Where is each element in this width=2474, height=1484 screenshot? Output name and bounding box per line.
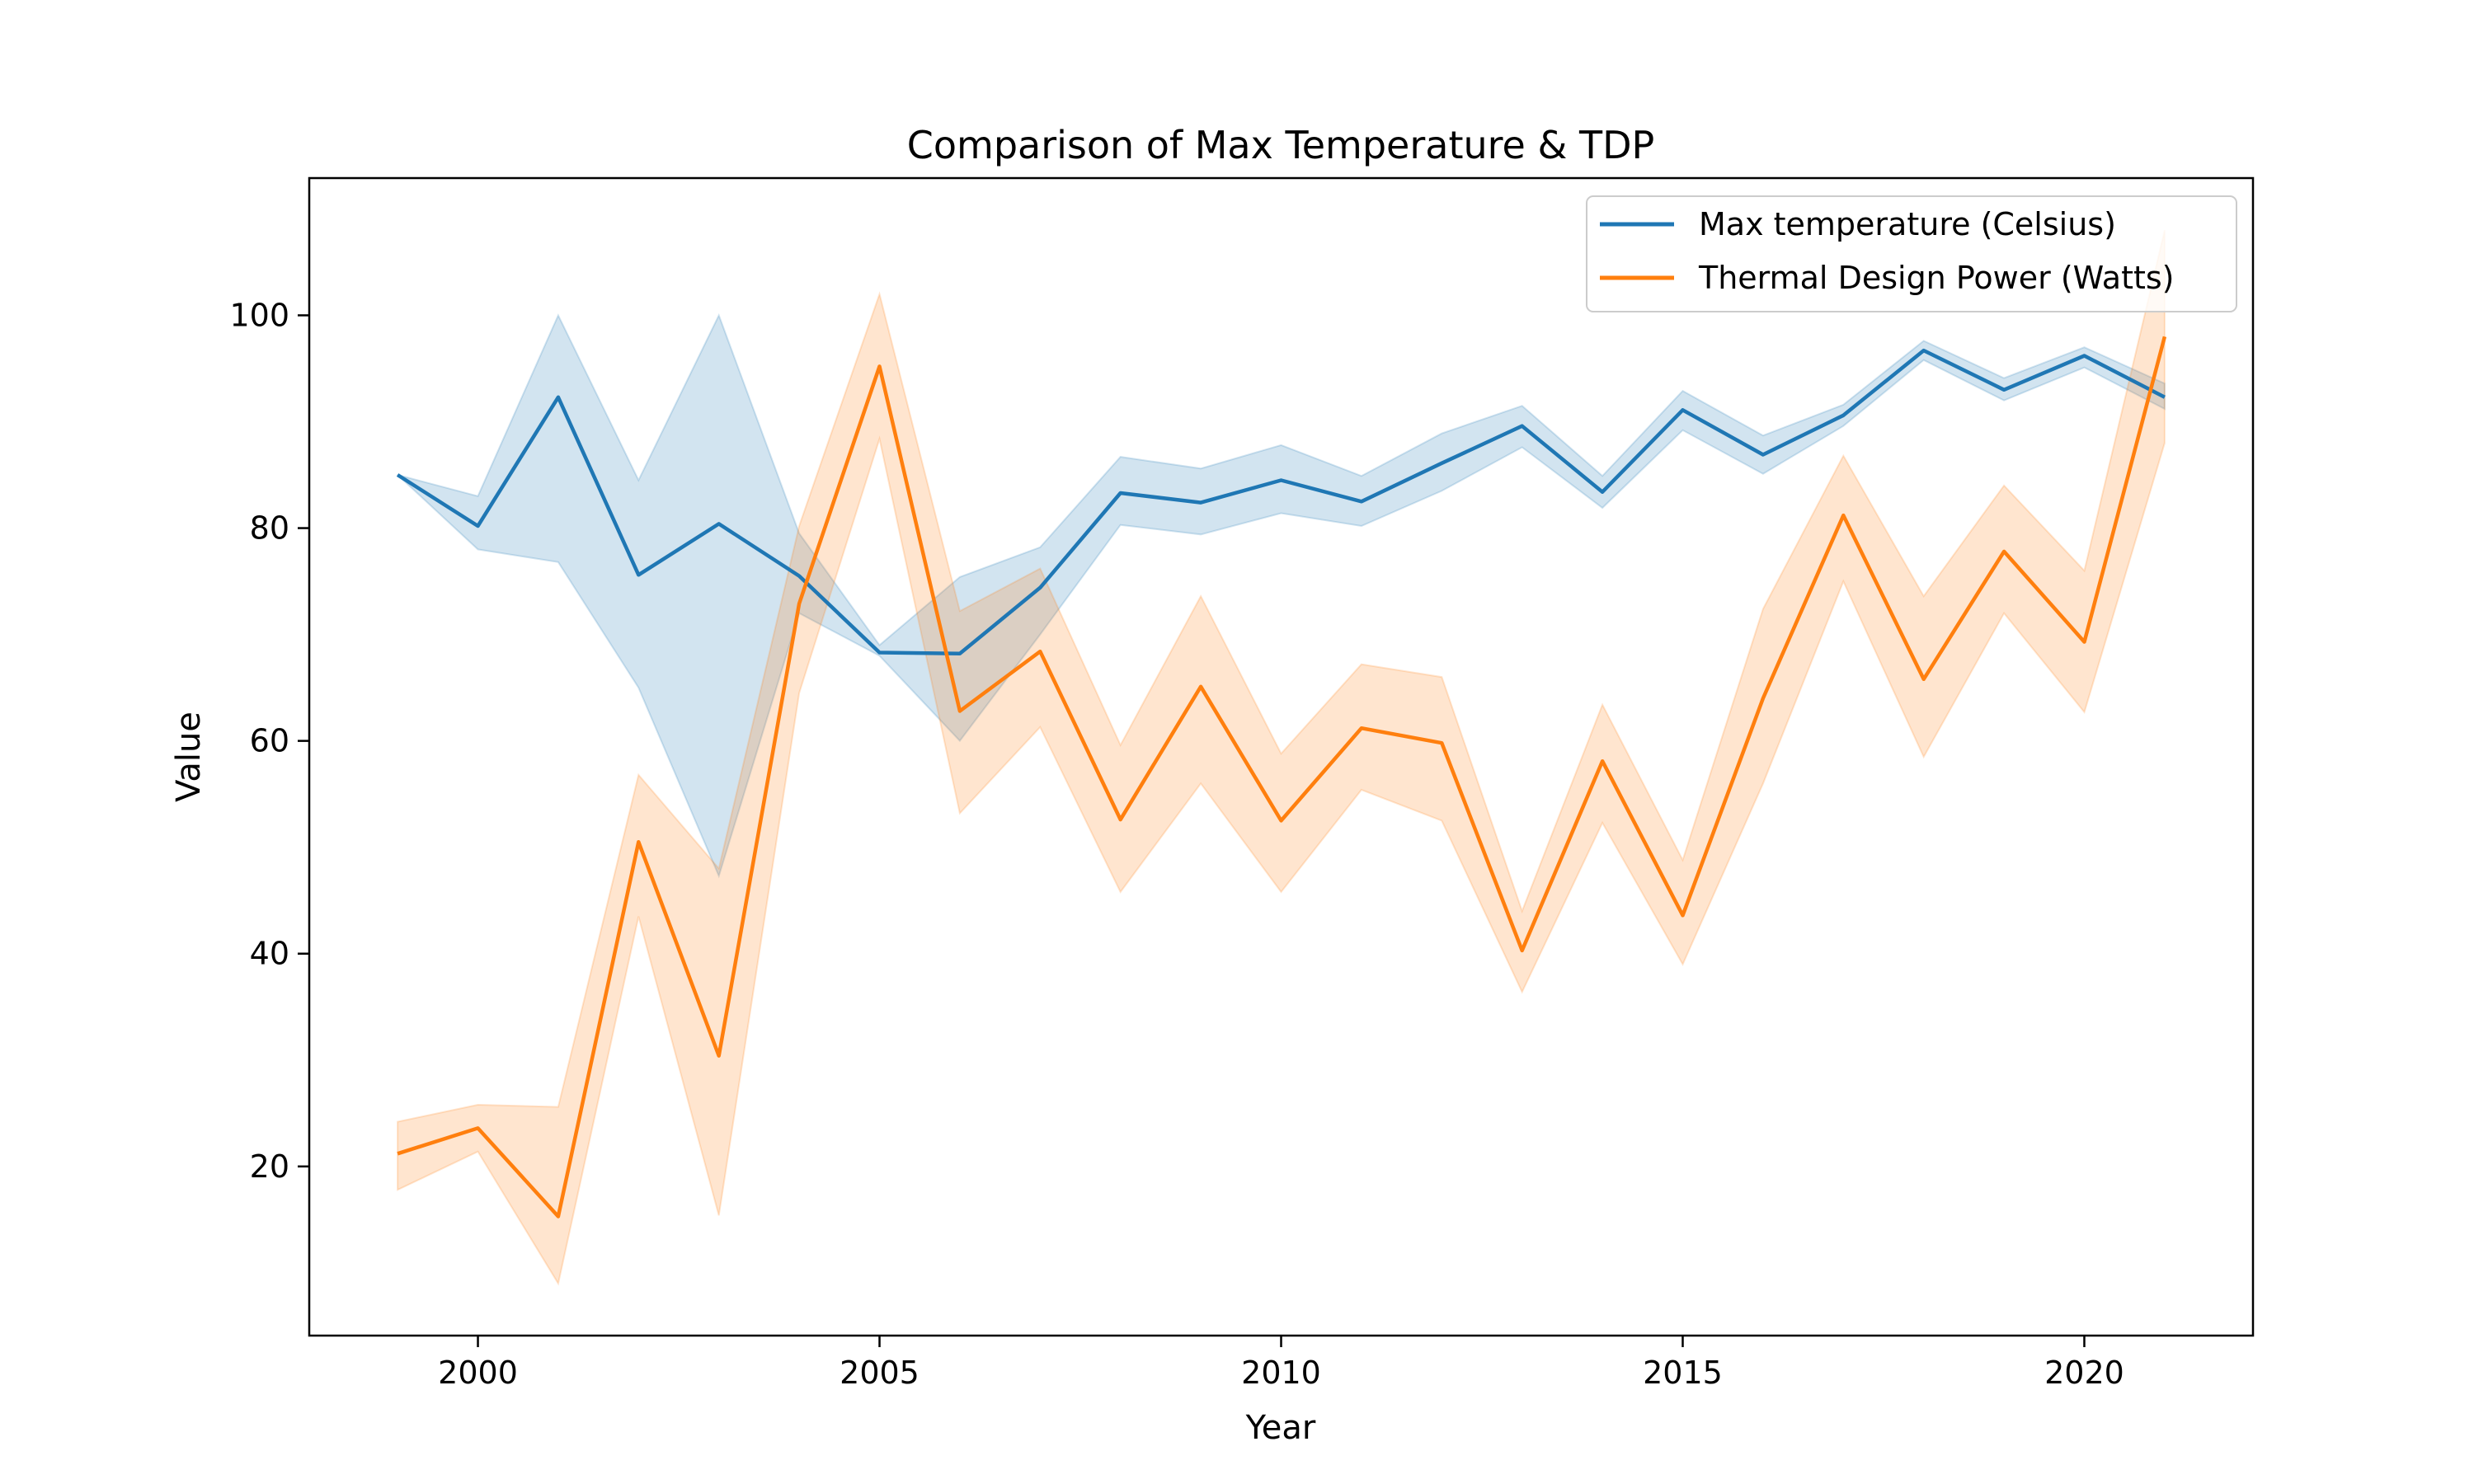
series-line-thermal-design-power-watts: [397, 336, 2167, 1219]
legend: Max temperature (Celsius) Thermal Design…: [1586, 195, 2237, 312]
legend-label-max-temperature: Max temperature (Celsius): [1699, 206, 2116, 242]
confidence-band-thermal-design-power-watts: [397, 229, 2166, 1286]
x-tick-label-2000: 2000: [438, 1355, 518, 1391]
chart-title: Comparison of Max Temperature & TDP: [907, 123, 1654, 167]
x-tick-label-2010: 2010: [1241, 1355, 1321, 1391]
series-lines: [396, 336, 2167, 1219]
x-axis-label: Year: [1245, 1409, 1316, 1447]
y-tick-label-40: 40: [250, 936, 289, 972]
legend-box: [1586, 195, 2237, 312]
x-tick-label-2015: 2015: [1643, 1355, 1723, 1391]
y-tick-label-100: 100: [229, 297, 289, 333]
y-axis-label: Value: [170, 711, 208, 802]
series-line-max-temperature-celsius: [396, 348, 2166, 656]
x-axis: 2000 2005 2010 2015 2020: [438, 1336, 2124, 1391]
x-tick-label-2020: 2020: [2044, 1355, 2124, 1391]
x-tick-label-2005: 2005: [840, 1355, 920, 1391]
legend-label-thermal-design-power: Thermal Design Power (Watts): [1698, 260, 2175, 296]
y-tick-label-60: 60: [250, 723, 289, 759]
y-axis: 20 40 60 80 100: [229, 297, 309, 1185]
y-tick-label-20: 20: [250, 1148, 289, 1185]
y-tick-label-80: 80: [250, 510, 289, 547]
